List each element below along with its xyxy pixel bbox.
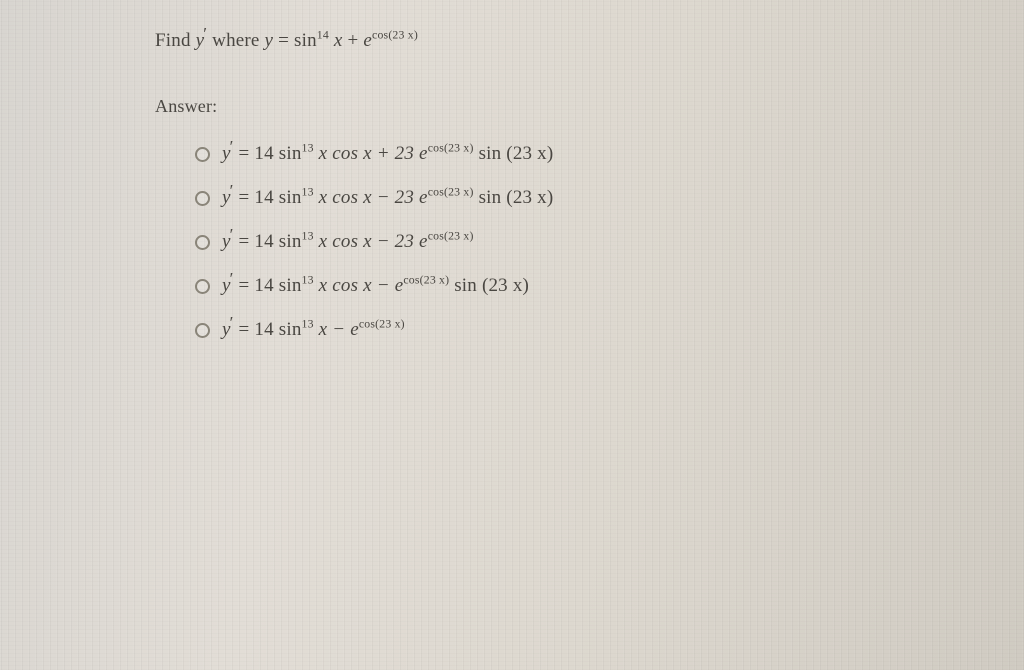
option-expr: y′ = 14 sin13 x cos x + 23 ecos(23 x) si…: [222, 143, 553, 165]
question-text: Find y′ where y = sin14 x + ecos(23 x): [155, 30, 964, 52]
where-label: where: [207, 30, 264, 51]
exp-14: 14: [317, 29, 329, 42]
option-3[interactable]: y′ = 14 sin13 x cos x − 23 ecos(23 x): [195, 231, 964, 253]
option-5[interactable]: y′ = 14 sin13 x − ecos(23 x): [195, 319, 964, 341]
radio-icon[interactable]: [195, 323, 210, 338]
e-base: e: [363, 30, 372, 51]
find-label: Find: [155, 30, 196, 51]
options-list: y′ = 14 sin13 x cos x + 23 ecos(23 x) si…: [155, 143, 964, 341]
radio-icon[interactable]: [195, 191, 210, 206]
eq-sign: =: [273, 30, 294, 51]
option-4[interactable]: y′ = 14 sin13 x cos x − ecos(23 x) sin (…: [195, 275, 964, 297]
option-expr: y′ = 14 sin13 x cos x − 23 ecos(23 x) si…: [222, 187, 553, 209]
radio-icon[interactable]: [195, 279, 210, 294]
option-expr: y′ = 14 sin13 x cos x − 23 ecos(23 x): [222, 231, 474, 253]
problem-page: Find y′ where y = sin14 x + ecos(23 x) A…: [155, 30, 964, 363]
option-2[interactable]: y′ = 14 sin13 x cos x − 23 ecos(23 x) si…: [195, 187, 964, 209]
sin-fn: sin: [294, 30, 317, 51]
radio-icon[interactable]: [195, 235, 210, 250]
option-1[interactable]: y′ = 14 sin13 x cos x + 23 ecos(23 x) si…: [195, 143, 964, 165]
plus-sign: +: [343, 30, 364, 51]
x-var: x: [329, 30, 343, 51]
answer-label: Answer:: [155, 96, 964, 117]
option-expr: y′ = 14 sin13 x − ecos(23 x): [222, 319, 405, 341]
option-expr: y′ = 14 sin13 x cos x − ecos(23 x) sin (…: [222, 275, 529, 297]
radio-icon[interactable]: [195, 147, 210, 162]
var-y2: y: [265, 30, 274, 51]
e-exp: cos(23 x): [372, 29, 418, 42]
